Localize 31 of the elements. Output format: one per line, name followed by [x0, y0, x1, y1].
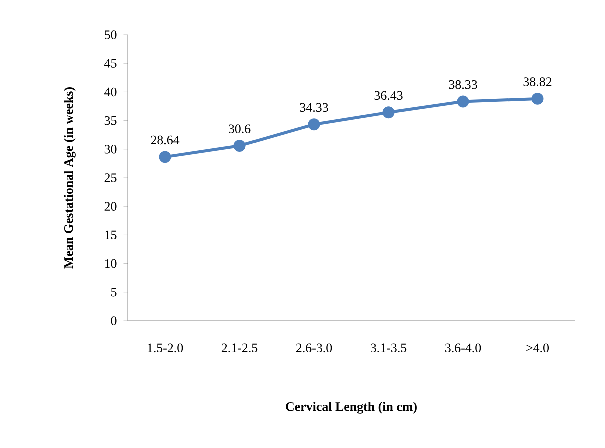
y-tick-label: 50 [105, 30, 117, 40]
x-tick-label: 1.5-2.0 [148, 344, 184, 353]
x-tick-label: 2.6-3.0 [296, 344, 332, 353]
point [457, 96, 470, 108]
data-label: 34.33 [300, 103, 328, 112]
y-tick-label: 0 [111, 316, 117, 326]
x-axis-title: Cervical Length (in cm) [286, 402, 417, 414]
y-tick-label: 10 [105, 259, 117, 268]
y-tick-label: 35 [104, 116, 117, 126]
data-label: 28.64 [151, 136, 180, 145]
y-tick-label: 40 [104, 88, 117, 97]
point [382, 106, 395, 119]
y-tick-label: 20 [104, 202, 117, 211]
data-label: 38.33 [449, 80, 478, 90]
y-tick-label: 15 [105, 230, 117, 240]
y-axis-title: Mean Gestational Age (in weeks) [64, 88, 76, 269]
point [159, 151, 172, 164]
y-tick-label: 5 [112, 288, 117, 297]
x-tick-label: 3.6-4.0 [446, 344, 482, 353]
x-tick-label: 3.1-3.5 [371, 344, 407, 353]
y-tick-label: 45 [104, 59, 117, 68]
point [234, 140, 246, 152]
x-tick-label: >4.0 [526, 344, 550, 353]
x-tick-label: 2.1-2.5 [222, 344, 258, 353]
point [308, 118, 320, 131]
y-tick-label: 25 [104, 174, 117, 182]
data-label: 36.43 [374, 91, 403, 100]
point [532, 92, 544, 105]
data-label: 30.6 [229, 124, 251, 134]
data-label: 38.82 [524, 78, 552, 86]
y-tick-label: 30 [104, 145, 117, 154]
